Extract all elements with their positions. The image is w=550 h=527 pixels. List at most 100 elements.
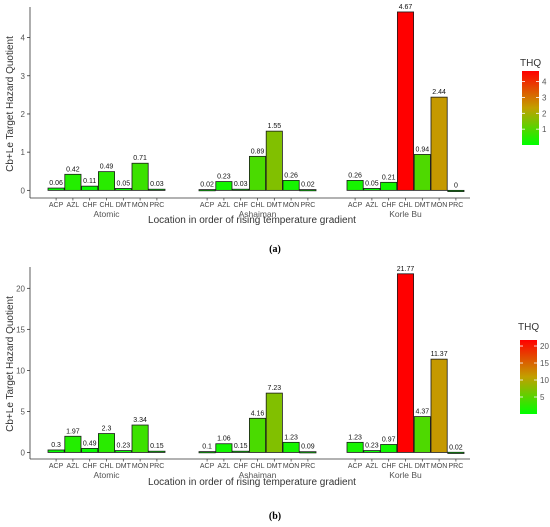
y-axis-label: Cb+Le Target Hazard Quotient [5, 36, 16, 172]
bar-chl [248, 155, 266, 191]
bar-dmt [114, 188, 132, 191]
x-tick-label: MON [132, 463, 148, 470]
data-label: 0.1 [202, 444, 212, 451]
x-tick-label: PRC [449, 202, 464, 209]
legend-tick-label: 4 [542, 78, 547, 87]
data-label: 0.21 [382, 174, 396, 181]
x-tick-label: MON [431, 463, 447, 470]
x-axis-label: Location in order of rising temperature … [148, 215, 356, 226]
bar-azl [363, 188, 381, 191]
x-tick-label: PRC [301, 202, 316, 209]
bar-prc [148, 450, 166, 453]
x-tick-label: MON [431, 202, 447, 209]
bar-azl [215, 443, 233, 453]
legend-tick-label: 3 [542, 93, 547, 102]
x-tick-label: AZL [66, 202, 79, 209]
bar-chl [396, 273, 414, 453]
data-label: 0.97 [382, 436, 396, 443]
bar-chf [81, 448, 99, 453]
y-tick-label: 10 [16, 366, 25, 375]
x-tick-label: CHL [99, 463, 113, 470]
x-tick-label: ACP [348, 202, 363, 209]
panel-a-chart: Cb+Le Target Hazard Quotient Location in… [5, 4, 547, 255]
data-label: 1.55 [267, 123, 281, 130]
data-label: 0.15 [150, 443, 164, 450]
x-tick-label: CHF [382, 202, 396, 209]
x-tick-label: DMT [116, 463, 132, 470]
bar-prc [148, 188, 166, 191]
data-label: 0.23 [365, 443, 379, 450]
data-label: 0.23 [217, 174, 231, 181]
x-tick-label: CHL [398, 202, 412, 209]
bar-chf [232, 450, 250, 453]
data-label: 0.02 [301, 182, 315, 189]
legend-tick-label: 20 [540, 342, 549, 351]
y-tick-label: 3 [21, 72, 26, 81]
data-label: 0.09 [301, 444, 315, 451]
bar-chf [380, 444, 398, 453]
bar-acp [346, 441, 364, 453]
bar-dmt [265, 130, 283, 191]
legend-tick-label: 10 [540, 376, 549, 385]
bar-azl [363, 450, 381, 453]
data-label: 4.67 [399, 4, 413, 11]
legend-tick-label: 15 [540, 359, 549, 368]
facet-atomic: 0.3 ACP 1.97 AZL 0.49 CHF 2.3 CHL 0.23 DMT 3.34 MON… [47, 417, 166, 480]
bar-acp [47, 449, 65, 453]
bar-azl [64, 435, 82, 453]
bar-acp [198, 189, 216, 192]
bar-prc [447, 451, 465, 454]
legend-tick-label: 1 [542, 125, 547, 134]
data-label: 7.23 [267, 385, 281, 392]
panel-b-chart: Cb+Le Target Hazard Quotient Location in… [5, 266, 549, 522]
data-label: 0.42 [66, 166, 80, 173]
x-tick-label: AZL [217, 202, 230, 209]
x-tick-label: ACP [49, 202, 64, 209]
x-tick-label: CHF [234, 202, 248, 209]
legend-tick-label: 5 [540, 393, 545, 402]
data-label: 0.02 [200, 182, 214, 189]
y-axis-label: Cb+Le Target Hazard Quotient [5, 296, 16, 432]
data-label: 0.49 [100, 164, 114, 171]
y-tick-label: 4 [21, 34, 26, 43]
legend-colorbar [522, 71, 539, 145]
data-label: 0.94 [415, 146, 429, 153]
bar-chf [380, 181, 398, 191]
x-tick-label: MON [283, 463, 299, 470]
legend-title: THQ [518, 322, 539, 333]
facet-label: Korle Bu [389, 470, 422, 480]
data-label: 0.03 [150, 181, 164, 188]
y-tick-label: 0 [21, 186, 26, 195]
legend-title: THQ [520, 58, 541, 69]
data-label: 3.34 [133, 417, 147, 424]
x-tick-label: PRC [150, 202, 165, 209]
x-tick-label: AZL [365, 202, 378, 209]
bar-chl [98, 433, 116, 453]
x-tick-label: CHF [83, 202, 97, 209]
data-label: 0.23 [116, 443, 130, 450]
x-tick-label: DMT [415, 202, 431, 209]
x-tick-label: DMT [116, 202, 132, 209]
facet-label: Ashaiman [239, 209, 277, 219]
y-tick-label: 2 [21, 110, 26, 119]
data-label: 0.06 [49, 180, 63, 187]
facet-korle-bu: 0.26 ACP 0.05 AZL 0.21 CHF 4.67 CHL 0.94 DMT 2.44 M… [346, 4, 465, 219]
data-label: 4.37 [415, 409, 429, 416]
x-tick-label: AZL [217, 463, 230, 470]
data-label: 1.97 [66, 428, 80, 435]
x-tick-label: ACP [348, 463, 363, 470]
data-label: 1.06 [217, 436, 231, 443]
data-label: 2.3 [102, 426, 112, 433]
data-label: 0.15 [234, 443, 248, 450]
x-tick-label: AZL [66, 463, 79, 470]
data-label: 1.23 [284, 434, 298, 441]
x-tick-label: ACP [200, 202, 215, 209]
data-label: 0.49 [83, 440, 97, 447]
bar-acp [198, 451, 216, 454]
legend: 1 2 3 4 [522, 71, 547, 145]
x-tick-label: CHL [250, 463, 264, 470]
bar-mon [282, 441, 300, 453]
x-tick-label: CHL [398, 463, 412, 470]
bar-mon [430, 358, 448, 453]
x-tick-label: CHL [250, 202, 264, 209]
